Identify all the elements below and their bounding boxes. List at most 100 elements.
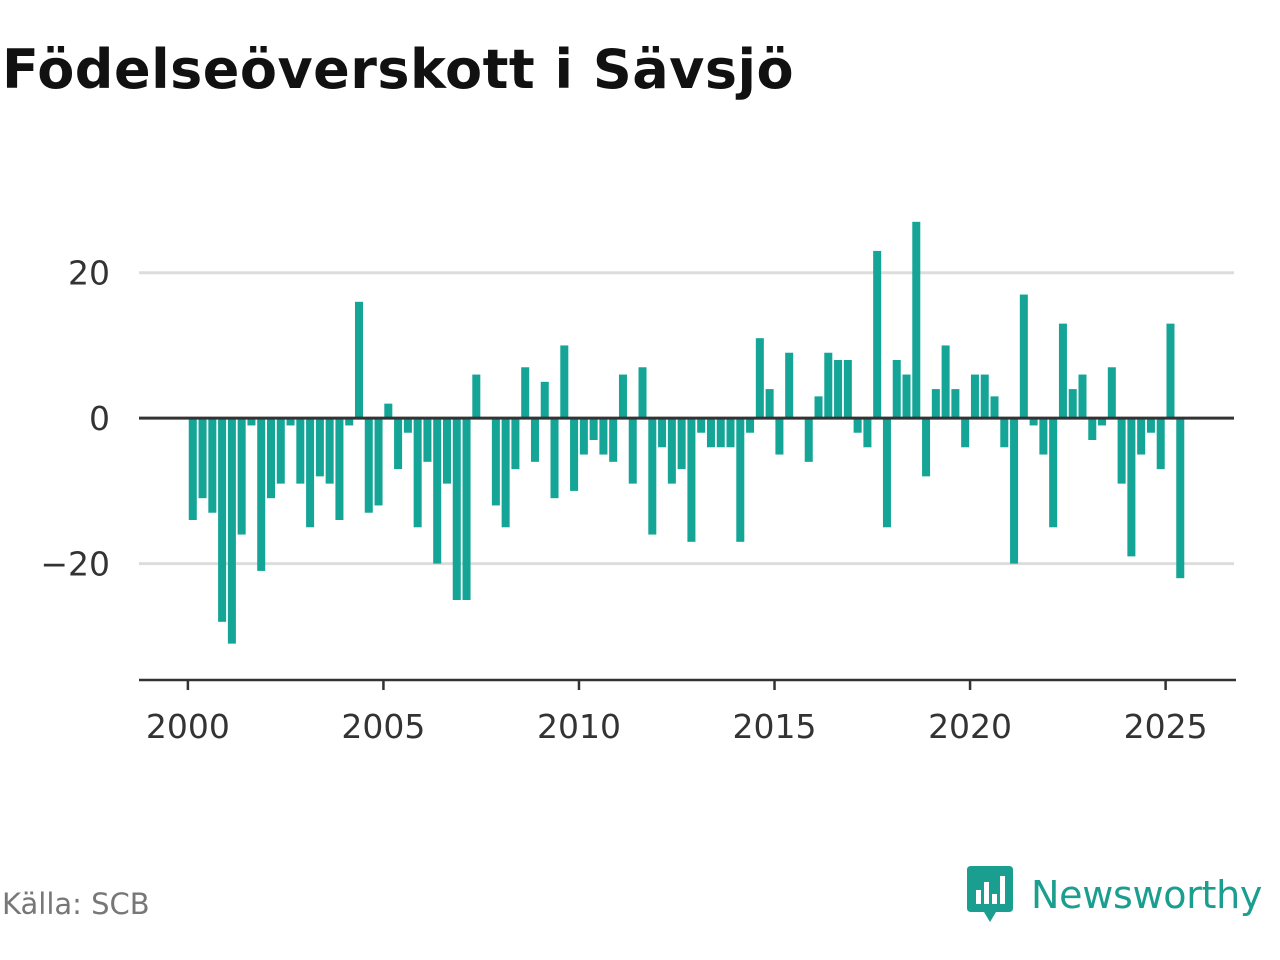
bar: [804, 418, 813, 462]
bar: [521, 367, 530, 419]
bar: [1049, 418, 1058, 528]
bar: [638, 367, 647, 419]
bar: [1088, 418, 1097, 440]
bar: [1068, 389, 1077, 419]
bar: [1176, 418, 1185, 579]
bar: [208, 418, 217, 513]
bar: [990, 396, 999, 419]
bar: [423, 418, 432, 462]
bar: [237, 418, 246, 535]
bar: [403, 418, 412, 433]
x-tick-label: 2000: [146, 707, 230, 746]
bar: [345, 418, 354, 426]
bar: [364, 418, 373, 513]
bar: [755, 338, 764, 419]
y-tick-label: −20: [40, 545, 110, 584]
bar: [1107, 367, 1116, 419]
bar: [599, 418, 608, 455]
bar: [276, 418, 285, 484]
bar: [227, 418, 236, 644]
gridlines: [139, 271, 1234, 566]
bar: [462, 418, 471, 600]
bar: [433, 418, 442, 564]
bar: [306, 418, 315, 528]
bar: [354, 301, 363, 419]
bar: [579, 418, 588, 455]
bar: [1019, 294, 1028, 419]
brand-logo: Newsworthy: [965, 864, 1262, 926]
bar: [892, 360, 901, 419]
bar: [658, 418, 667, 448]
bar: [853, 418, 862, 433]
bar: [452, 418, 461, 600]
bar: [501, 418, 510, 528]
bar: [775, 418, 784, 455]
bar: [912, 221, 921, 419]
bar: [765, 389, 774, 419]
bar: [980, 374, 989, 419]
bar: [1098, 418, 1107, 426]
bar: [570, 418, 579, 491]
bar: [315, 418, 324, 477]
newsworthy-logo-icon: [967, 866, 1013, 922]
bar: [882, 418, 891, 528]
bar: [746, 418, 755, 433]
bar: [1156, 418, 1165, 470]
bar: [628, 418, 637, 484]
bar: [716, 418, 725, 448]
bar: [677, 418, 686, 470]
bar: [834, 360, 843, 419]
bar: [218, 418, 227, 622]
bar: [1029, 418, 1038, 426]
bar: [736, 418, 745, 542]
axes: 20 0 −20 2000 2005 2010 2015 2020 2025: [40, 254, 1236, 746]
bar: [442, 418, 451, 484]
bar: [824, 352, 833, 419]
y-tick-label: 0: [89, 399, 110, 438]
bar: [1127, 418, 1136, 557]
bar: [394, 418, 403, 470]
bar: [667, 418, 676, 484]
bar: [413, 418, 422, 528]
x-tick-label: 2025: [1124, 707, 1208, 746]
bar: [951, 389, 960, 419]
bar: [1078, 374, 1087, 419]
bar: [325, 418, 334, 484]
bar: [931, 389, 940, 419]
bar: [1000, 418, 1009, 448]
bar: [706, 418, 715, 448]
bar: [257, 418, 266, 571]
bar: [1039, 418, 1048, 455]
bar: [618, 374, 627, 419]
bar: [687, 418, 696, 542]
bar: [843, 360, 852, 419]
x-tick-label: 2020: [928, 707, 1012, 746]
bar: [1058, 323, 1067, 419]
bar: [198, 418, 207, 499]
bar: [589, 418, 598, 440]
bar: [785, 352, 794, 419]
bar: [922, 418, 931, 477]
bar: [511, 418, 520, 470]
bar: [335, 418, 344, 520]
bar: [550, 418, 559, 499]
x-tick-label: 2015: [733, 707, 817, 746]
bar: [560, 345, 569, 419]
bar: [530, 418, 539, 462]
bar: [540, 381, 549, 419]
source-label: Källa: SCB: [2, 887, 150, 921]
bar: [726, 418, 735, 448]
bars: [188, 221, 1185, 644]
bar: [472, 374, 481, 419]
bar: [648, 418, 657, 535]
bar: [814, 396, 823, 419]
bar: [873, 250, 882, 419]
bar: [266, 418, 276, 499]
y-tick-label: 20: [68, 254, 110, 293]
bar: [970, 374, 979, 419]
bar: [961, 418, 970, 448]
bar: [1166, 323, 1175, 419]
bar: [863, 418, 872, 448]
bar: [247, 418, 256, 426]
